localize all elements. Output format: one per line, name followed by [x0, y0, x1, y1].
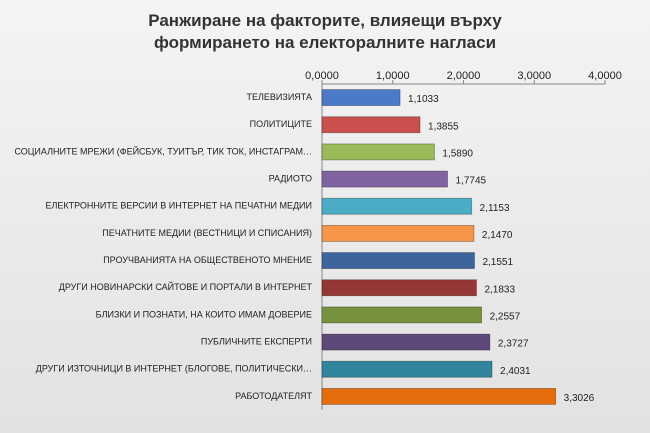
data-label: 1,1033	[408, 94, 439, 105]
bar	[321, 252, 475, 269]
bar	[321, 197, 473, 215]
bar	[321, 360, 493, 378]
bar	[321, 170, 448, 188]
x-tick-label: 4,0000	[588, 70, 622, 82]
bar	[321, 388, 557, 405]
data-label: 2,1833	[484, 284, 515, 295]
y-tick-label: ДРУГИ ИЗТОЧНИЦИ В ИНТЕРНЕТ (БЛОГОВЕ, ПОЛ…	[36, 364, 312, 374]
y-tick-label: РАБОТОДАТЕЛЯТ	[235, 391, 312, 401]
y-tick-label: ТЕЛЕВИЗИЯТА	[247, 92, 313, 102]
data-label: 1,7745	[456, 176, 487, 187]
y-tick-label: БЛИЗКИ И ПОЗНАТИ, НА КОИТО ИМАМ ДОВЕРИЕ	[96, 309, 312, 319]
data-label: 2,2557	[490, 312, 521, 323]
bar	[321, 89, 401, 106]
y-tick-label: ПУБЛИЧНИТЕ ЕКСПЕРТИ	[201, 336, 312, 346]
chart-title: Ранжиране на факторите, влияещи върху фо…	[148, 11, 502, 52]
data-label: 2,1153	[480, 203, 510, 214]
data-label: 2,3727	[498, 339, 529, 350]
y-tick-label: РАДИОТО	[269, 173, 312, 183]
y-tick-label: ЕЛЕКТРОННИТЕ ВЕРСИИ В ИНТЕРНЕТ НА ПЕЧАТН…	[45, 201, 312, 211]
y-tick-label: СОЦИАЛНИТЕ МРЕЖИ (ФЕЙСБУК, ТУИТЪР, ТИК Т…	[14, 145, 312, 156]
data-label: 2,1551	[482, 257, 513, 268]
data-label: 2,4031	[500, 366, 531, 377]
bar	[321, 116, 421, 134]
bar	[321, 333, 491, 351]
x-tick-label: 1,0000	[376, 70, 410, 82]
data-label: 3,3026	[564, 393, 595, 404]
bar	[321, 225, 475, 242]
y-tick-label: ДРУГИ НОВИНАРСКИ САЙТОВЕ И ПОРТАЛИ В ИНТ…	[59, 281, 313, 292]
y-tick-label: ПЕЧАТНИТЕ МЕДИИ (ВЕСТНИЦИ И СПИСАНИЯ)	[102, 228, 312, 238]
x-tick-label: 0,0000	[305, 70, 339, 82]
bar	[321, 279, 477, 297]
bar	[321, 143, 435, 161]
y-tick-label: ПОЛИТИЦИТЕ	[250, 119, 312, 129]
data-label: 1,5890	[442, 149, 473, 160]
y-tick-label: ПРОУЧВАНИЯТА НА ОБЩЕСТВЕНОТО МНЕНИЕ	[103, 255, 312, 265]
data-label: 1,3855	[428, 121, 459, 132]
data-label: 2,1470	[482, 230, 513, 241]
bar	[321, 306, 482, 324]
x-tick-label: 3,0000	[517, 70, 551, 82]
x-tick-label: 2,0000	[447, 70, 481, 82]
